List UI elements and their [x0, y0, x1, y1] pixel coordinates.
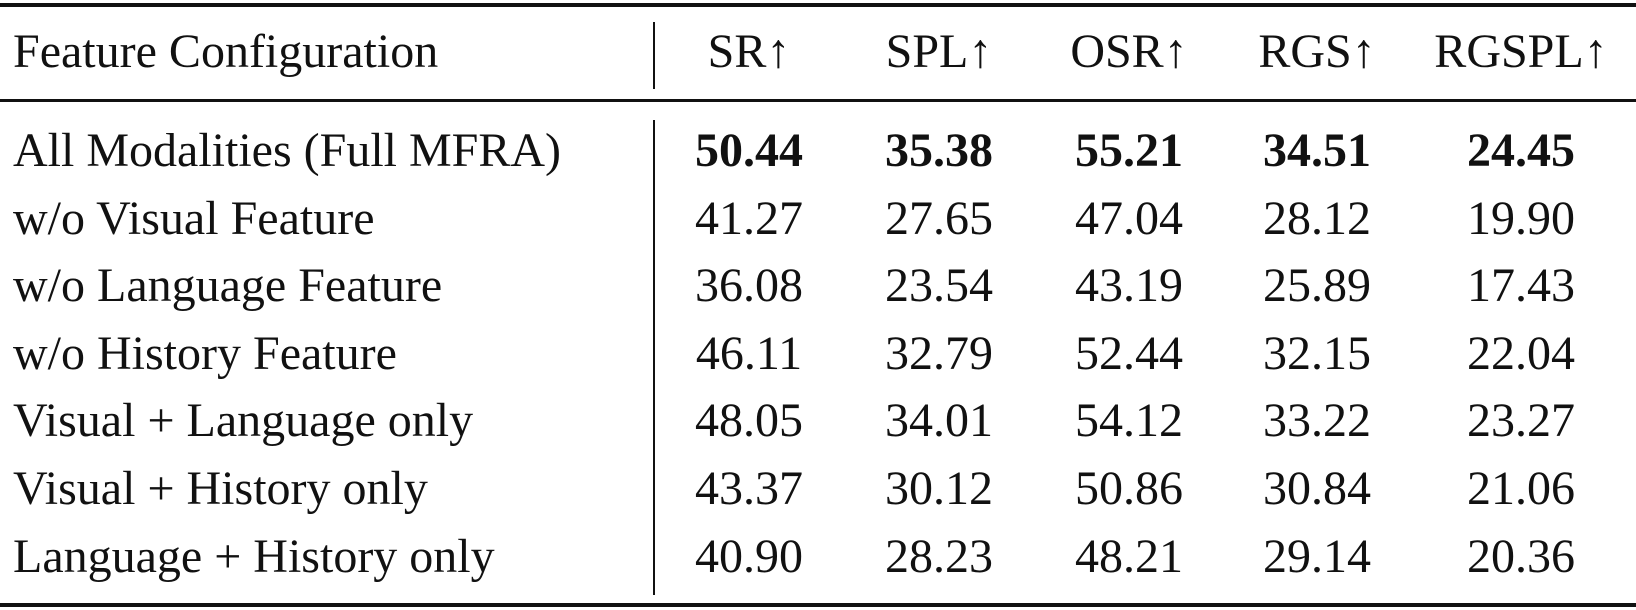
value-cell: 46.11	[695, 327, 803, 380]
value-cell: 47.04	[1075, 192, 1183, 245]
header-cell: Feature Configuration	[13, 25, 439, 78]
header-cell: SR↑	[707, 25, 791, 78]
value-cell: 41.27	[695, 192, 803, 245]
value-cell: 36.08	[695, 259, 803, 312]
value-cell: 24.45	[1467, 124, 1575, 177]
value-cell: 48.21	[1075, 530, 1183, 583]
row-label: Language + History only	[13, 530, 495, 583]
value-cell: 30.84	[1263, 462, 1371, 515]
row-label: w/o Language Feature	[13, 259, 443, 312]
value-cell: 23.27	[1467, 394, 1575, 447]
value-cell: 25.89	[1263, 259, 1371, 312]
value-cell: 54.12	[1075, 394, 1183, 447]
value-cell: 32.15	[1263, 327, 1371, 380]
value-cell: 19.90	[1467, 192, 1575, 245]
row-label: Visual + History only	[13, 462, 428, 515]
header-cell: RGS↑	[1258, 25, 1376, 78]
header-cell: OSR↑	[1070, 25, 1188, 78]
value-cell: 28.23	[885, 530, 993, 583]
value-cell: 20.36	[1467, 530, 1575, 583]
value-cell: 21.06	[1467, 462, 1575, 515]
value-cell: 34.01	[885, 394, 993, 447]
value-cell: 22.04	[1467, 327, 1575, 380]
value-cell: 27.65	[885, 192, 993, 245]
top-rule	[0, 3, 1636, 7]
value-cell: 40.90	[695, 530, 803, 583]
value-cell: 34.51	[1263, 124, 1371, 177]
value-cell: 23.54	[885, 259, 993, 312]
value-cell: 32.79	[885, 327, 993, 380]
value-cell: 33.22	[1263, 394, 1371, 447]
value-cell: 55.21	[1075, 124, 1183, 177]
row-label: w/o History Feature	[13, 327, 397, 380]
column-divider	[653, 120, 655, 595]
value-cell: 52.44	[1075, 327, 1183, 380]
row-label: w/o Visual Feature	[13, 192, 375, 245]
bottom-rule	[0, 603, 1636, 607]
value-cell: 50.86	[1075, 462, 1183, 515]
value-cell: 43.37	[695, 462, 803, 515]
value-cell: 29.14	[1263, 530, 1371, 583]
value-cell: 48.05	[695, 394, 803, 447]
header-cell: SPL↑	[885, 25, 993, 78]
value-cell: 43.19	[1075, 259, 1183, 312]
row-label: Visual + Language only	[13, 394, 474, 447]
value-cell: 30.12	[885, 462, 993, 515]
value-cell: 17.43	[1467, 259, 1575, 312]
value-cell: 50.44	[695, 124, 803, 177]
header-cell: RGSPL↑	[1434, 25, 1608, 78]
value-cell: 28.12	[1263, 192, 1371, 245]
column-divider	[653, 22, 655, 89]
row-label: All Modalities (Full MFRA)	[13, 124, 562, 177]
header-rule	[0, 99, 1636, 102]
value-cell: 35.38	[885, 124, 993, 177]
